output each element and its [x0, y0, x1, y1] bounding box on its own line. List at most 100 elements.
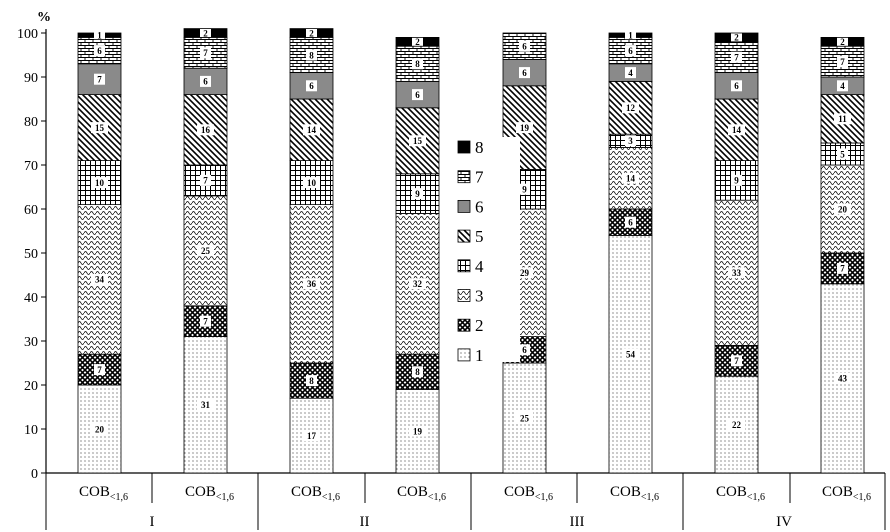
legend-item: 5 [457, 227, 484, 246]
data-label: 9 [734, 176, 739, 186]
data-label: 33 [732, 268, 742, 278]
data-label-box [412, 58, 423, 70]
data-label-box [519, 67, 530, 79]
y-tick-label: 60 [24, 203, 38, 218]
data-label-box [412, 188, 423, 200]
data-label-box [197, 399, 214, 411]
data-label-box [731, 174, 742, 186]
data-label: 7 [203, 48, 208, 58]
data-label-box [409, 278, 426, 290]
y-tick-label: 90 [24, 71, 38, 86]
data-label-box [200, 315, 211, 327]
data-label-box [94, 73, 105, 85]
legend-label: 5 [475, 227, 484, 246]
data-label-box [837, 56, 848, 68]
x-group-label: II [360, 514, 370, 530]
legend-item: 6 [457, 197, 484, 216]
data-label: 3 [628, 136, 633, 146]
data-label-box [94, 364, 105, 376]
data-label: 20 [95, 424, 105, 434]
data-label-box [306, 49, 317, 61]
data-label: 7 [97, 365, 102, 375]
data-label: 34 [95, 275, 105, 285]
data-label-box [625, 31, 636, 40]
data-label-box [94, 31, 105, 40]
data-label-box [834, 113, 851, 125]
data-label: 6 [628, 46, 633, 56]
data-label-box [622, 102, 639, 114]
legend-item: 3 [457, 287, 484, 306]
data-label-box [200, 174, 211, 186]
data-label: 6 [97, 46, 102, 56]
data-label: 32 [413, 279, 423, 289]
y-tick-label: 100 [17, 27, 38, 42]
data-label-box [519, 40, 530, 52]
data-label-box [731, 355, 742, 367]
legend-swatch [457, 289, 471, 302]
data-label: 8 [415, 367, 420, 377]
data-label: 14 [307, 125, 317, 135]
x-tick-label: COB<1,6 [716, 484, 765, 503]
legend-label: 7 [475, 168, 484, 187]
legend-item: 1 [457, 346, 484, 365]
data-label: 20 [838, 204, 848, 214]
data-label: 31 [201, 400, 211, 410]
data-label: 6 [522, 68, 527, 78]
x-group-label: III [570, 514, 585, 530]
data-label-box [625, 135, 636, 147]
legend-swatch [457, 348, 471, 362]
data-label-box [622, 348, 639, 360]
data-label: 7 [203, 176, 208, 186]
data-label: 9 [522, 185, 527, 195]
data-label: 16 [201, 125, 211, 135]
y-axis-label: % [37, 10, 51, 25]
data-label-box [731, 33, 742, 42]
legend-item: 2 [457, 316, 484, 335]
data-label-box [519, 344, 530, 356]
data-label: 2 [309, 28, 314, 38]
y-tick-label: 40 [24, 291, 38, 306]
legend-swatch [457, 170, 471, 184]
data-label: 43 [838, 374, 848, 384]
data-label-box [303, 278, 320, 290]
x-tick-label: COB<1,6 [504, 484, 553, 503]
data-label-box [200, 29, 211, 37]
data-label: 6 [309, 81, 314, 91]
data-label: 29 [520, 268, 530, 278]
data-label-box [409, 135, 426, 147]
data-label-box [837, 80, 848, 92]
data-label: 22 [732, 420, 742, 430]
data-label-box [731, 51, 742, 63]
data-label-box [303, 177, 320, 189]
y-tick-label: 0 [31, 467, 38, 482]
data-label: 7 [734, 53, 739, 63]
data-label: 14 [732, 125, 742, 135]
data-label: 12 [626, 103, 636, 113]
data-label: 2 [203, 28, 208, 38]
bar-stack: 25 6 29 9 19 6 6 [502, 32, 547, 474]
legend-label: 2 [475, 316, 484, 335]
legend-swatch [457, 259, 471, 273]
x-group-label: IV [776, 514, 792, 530]
data-label: 17 [307, 431, 317, 441]
bar-stack: 20 7 34 10 15 7 6 1 [77, 31, 122, 474]
data-label-box [200, 75, 211, 87]
data-label-box [94, 45, 105, 57]
data-label-box [625, 45, 636, 57]
data-label: 1 [97, 31, 102, 41]
data-label: 15 [413, 136, 423, 146]
bar-stack: 19 8 32 9 15 6 8 2 [395, 37, 440, 474]
x-tick-label: COB<1,6 [610, 484, 659, 503]
data-label: 6 [628, 218, 633, 228]
data-label: 6 [522, 42, 527, 52]
x-tick-label: COB<1,6 [185, 484, 234, 503]
data-label: 11 [838, 114, 847, 124]
data-label: 5 [840, 149, 845, 159]
data-label: 6 [734, 81, 739, 91]
legend-item: 7 [457, 168, 484, 187]
data-label-box [837, 148, 848, 160]
y-tick-label: 20 [24, 379, 38, 394]
y-tick-label: 80 [24, 115, 38, 130]
data-label-box [91, 122, 108, 134]
data-label-box [91, 273, 108, 285]
